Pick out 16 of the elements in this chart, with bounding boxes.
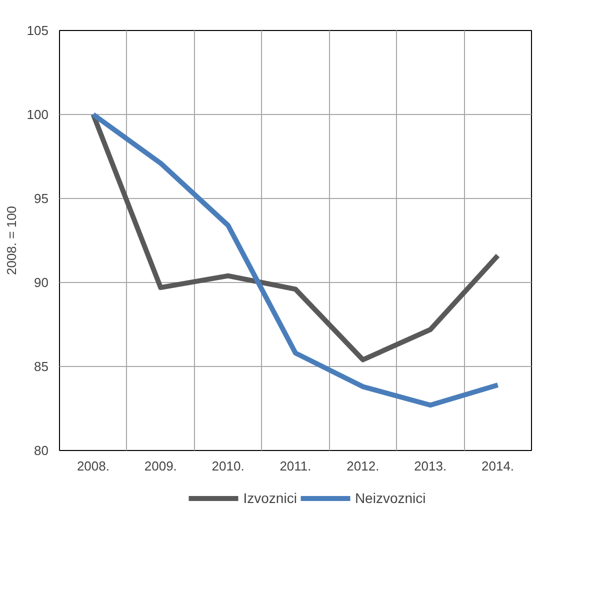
y-tick-label: 95 xyxy=(34,191,49,206)
legend-label: Neizvoznici xyxy=(354,490,426,506)
x-tick-label: 2014. xyxy=(482,458,514,474)
y-tick-label: 80 xyxy=(34,443,49,458)
legend-label: Izvoznici xyxy=(243,490,297,506)
y-tick-label: 105 xyxy=(26,23,49,38)
x-tick-label: 2010. xyxy=(212,458,244,474)
x-tick-label: 2008. xyxy=(76,458,110,474)
y-tick-label: 85 xyxy=(34,359,49,374)
y-tick-label: 90 xyxy=(34,275,49,290)
y-axis-title: 2008. = 100 xyxy=(4,206,19,276)
y-tick-label: 100 xyxy=(26,107,49,122)
x-tick-label: 2009. xyxy=(144,458,177,474)
x-tick-label: 2012. xyxy=(346,458,380,474)
x-tick-label: 2011. xyxy=(280,458,312,474)
x-tick-label: 2013. xyxy=(414,458,447,474)
